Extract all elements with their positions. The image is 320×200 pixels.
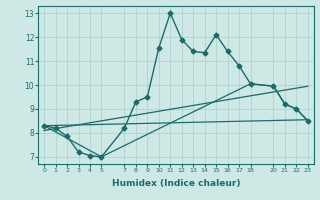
X-axis label: Humidex (Indice chaleur): Humidex (Indice chaleur) xyxy=(112,179,240,188)
